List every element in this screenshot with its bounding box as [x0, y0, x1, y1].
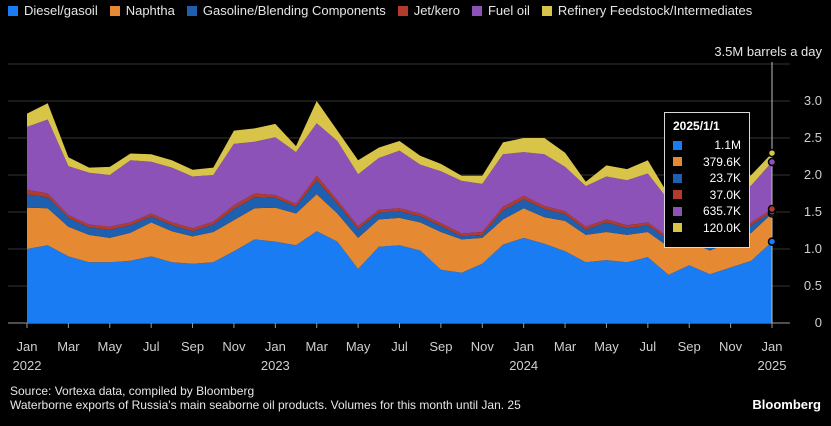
tooltip-rows: 1.1M 379.6K 23.7K 37.0K 635.7K 120.0K [673, 137, 741, 236]
bloomberg-logo: Bloomberg [752, 397, 821, 412]
tooltip-row: 635.7K [673, 203, 741, 220]
x-tick-label: May [97, 339, 122, 354]
legend-label: Naphtha [125, 3, 175, 18]
legend-swatch [471, 6, 482, 16]
x-tick-year-label: 2022 [13, 358, 42, 373]
y-axis: 0 0.5 1.0 1.5 2.0 2.5 3.0 [804, 93, 822, 330]
y-tick-label: 1.0 [804, 241, 822, 256]
legend-label: Diesel/gasoil [24, 3, 98, 18]
x-tick-label: Jan [17, 339, 38, 354]
area-series-3 [27, 175, 772, 247]
legend-label: Fuel oil [487, 3, 530, 18]
legend-label: Gasoline/Blending Components [202, 3, 386, 18]
y-tick-label: 2.5 [804, 130, 822, 145]
tooltip-swatch [673, 157, 682, 167]
x-tick-label: Jan [513, 339, 534, 354]
area-series-1 [27, 194, 772, 275]
area-series-2 [27, 180, 772, 251]
tooltip-row: 379.6K [673, 154, 741, 171]
y-tick-label: 2.0 [804, 167, 822, 182]
tooltip-row: 37.0K [673, 187, 741, 204]
x-tick-label: Mar [554, 339, 577, 354]
tooltip-value: 37.0K [709, 187, 741, 202]
x-tick-year-label: 2024 [509, 358, 538, 373]
legend-item-0: Diesel/gasoil [8, 2, 98, 20]
hover-tooltip: 2025/1/1 1.1M 379.6K 23.7K 37.0K 635.7K 120.0… [664, 112, 750, 248]
chart-footer: Source: Vortexa data, compiled by Bloomb… [10, 384, 521, 412]
tooltip-swatch [673, 190, 682, 200]
hover-markers [767, 148, 777, 246]
tooltip-row: 23.7K [673, 170, 741, 187]
x-tick-label: Nov [471, 339, 495, 354]
y-tick-label: 0.5 [804, 278, 822, 293]
tooltip-row: 120.0K [673, 220, 741, 237]
hover-marker-0 [767, 237, 777, 246]
x-tick-label: Nov [222, 339, 246, 354]
x-axis: Jan 2022 Mar May Jul Sep Nov Jan 2023 Mar May Jul Se… [13, 323, 787, 373]
x-tick-label: Jan [762, 339, 783, 354]
legend-swatch [186, 6, 197, 16]
x-tick-label: Jul [143, 339, 160, 354]
y-tick-label: 3.0 [804, 93, 822, 108]
x-tick-label: Jan [265, 339, 286, 354]
tooltip-date: 2025/1/1 [673, 119, 720, 133]
x-tick-label: Sep [429, 339, 452, 354]
x-tick-label: May [594, 339, 619, 354]
tooltip-value: 379.6K [702, 154, 741, 169]
tooltip-swatch [673, 206, 682, 216]
description-note: Waterborne exports of Russia's main seab… [10, 398, 521, 412]
area-series-4 [27, 119, 772, 244]
x-tick-label: Jul [640, 339, 657, 354]
x-tick-year-label: 2025 [758, 358, 787, 373]
source-note: Source: Vortexa data, compiled by Bloomb… [10, 384, 255, 398]
x-tick-label: Sep [181, 339, 204, 354]
y-axis-unit-label: 3.5M barrels a day [714, 44, 822, 59]
x-tick-label: Mar [57, 339, 80, 354]
x-tick-label: Mar [306, 339, 329, 354]
tooltip-swatch [673, 173, 682, 183]
legend-label: Jet/kero [413, 3, 460, 18]
chart-legend: Diesel/gasoil Naphtha Gasoline/Blending Co… [8, 2, 788, 20]
legend-item-1: Naphtha [109, 2, 175, 20]
tooltip-value: 120.0K [702, 220, 741, 235]
x-tick-year-label: 2023 [261, 358, 290, 373]
y-tick-label: 1.5 [804, 204, 822, 219]
area-series-0 [27, 231, 772, 323]
tooltip-value: 1.1M [714, 138, 741, 153]
tooltip-value: 23.7K [709, 171, 741, 186]
legend-item-2: Gasoline/Blending Components [186, 2, 386, 20]
legend-swatch [541, 6, 552, 16]
tooltip-swatch [673, 140, 682, 150]
hover-marker-4 [767, 157, 777, 167]
legend-item-5: Refinery Feedstock/Intermediates [541, 2, 753, 20]
tooltip-swatch [673, 223, 682, 233]
legend-item-3: Jet/kero [397, 2, 460, 20]
hover-marker-5 [767, 148, 777, 158]
legend-swatch [109, 6, 120, 16]
x-tick-label: Sep [678, 339, 701, 354]
legend-label: Refinery Feedstock/Intermediates [557, 3, 753, 18]
x-tick-label: May [346, 339, 371, 354]
legend-item-4: Fuel oil [471, 2, 530, 20]
x-tick-label: Nov [719, 339, 743, 354]
tooltip-row: 1.1M [673, 137, 741, 154]
y-tick-label: 0 [815, 315, 822, 330]
hover-marker-3 [767, 204, 777, 214]
legend-swatch [8, 6, 18, 16]
area-series [27, 101, 772, 323]
tooltip-value: 635.7K [702, 204, 741, 219]
x-tick-label: Jul [391, 339, 408, 354]
legend-swatch [397, 6, 408, 16]
